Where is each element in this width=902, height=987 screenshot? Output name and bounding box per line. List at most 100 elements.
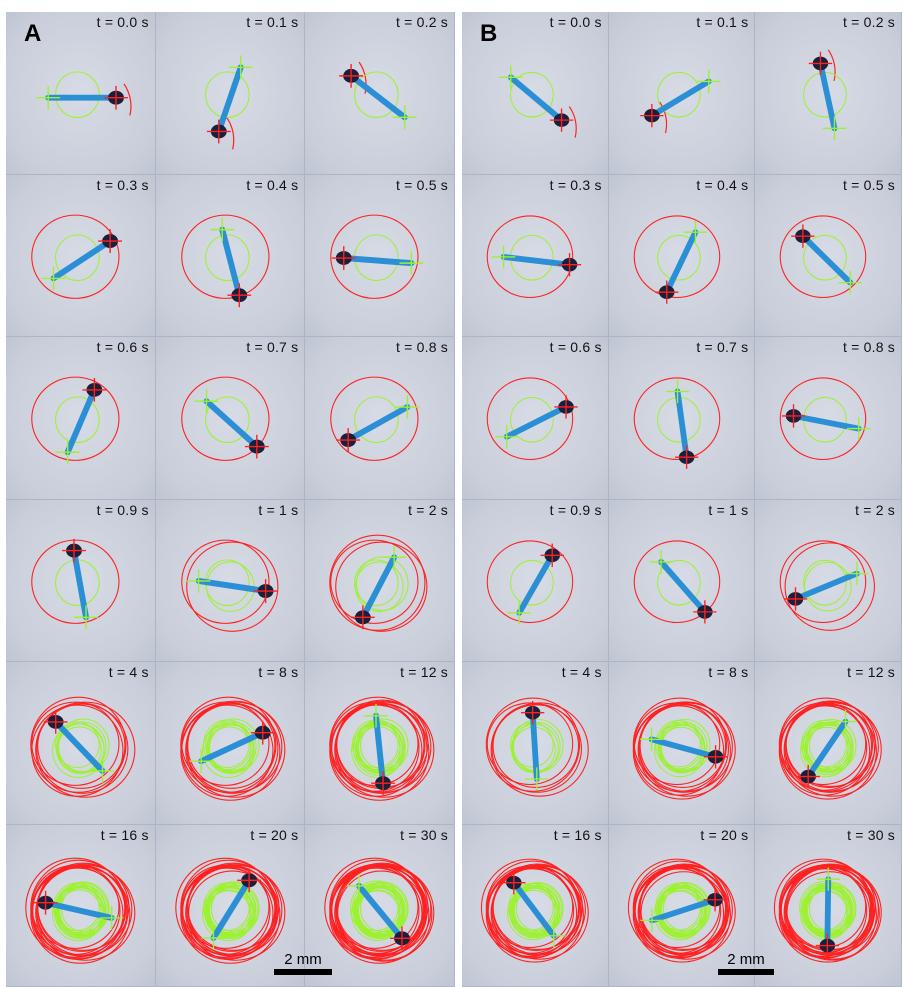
head-trace-loop: [180, 376, 270, 461]
head-trace-loop: [180, 864, 278, 959]
frame-cell: t = 30 s: [305, 824, 455, 987]
head-trace-loop: [486, 214, 574, 298]
head-trace-loop: [487, 866, 575, 954]
scale-bar-line-b: [718, 969, 774, 975]
frame-drawing: [774, 858, 883, 963]
head-trace-loop: [331, 863, 424, 954]
frame-cell: t = 0.4 s: [155, 174, 306, 337]
frame-time-label: t = 0.9 s: [549, 501, 602, 518]
head-marker-cross: [336, 428, 361, 452]
panel-a: t = 0.0 s t = 0.1 s t = 0.2 s t = 0.3 s t = …: [6, 12, 455, 987]
flagellum-body: [510, 879, 557, 939]
flagellum-body: [356, 882, 406, 941]
tail-trace-loop: [510, 559, 554, 606]
frame-time-label: t = 0.3 s: [96, 176, 149, 193]
head-trace-loop: [638, 863, 733, 955]
head-marker-cross: [703, 887, 727, 911]
head-marker-cross: [351, 604, 376, 629]
head-trace-loop: [779, 703, 878, 800]
frame-cell: t = 12 s: [305, 662, 455, 825]
tail-marker-cross: [838, 270, 863, 294]
frame-cell: t = 0.1 s: [608, 12, 756, 175]
frame-cell: t = 0.3 s: [462, 174, 609, 337]
frame-drawing: [780, 377, 871, 461]
frame-time-label: t = 8 s: [258, 664, 299, 680]
frame-cell: t = 8 s: [155, 662, 306, 825]
flagellum-body: [648, 736, 719, 760]
head-trace-loop: [324, 857, 425, 958]
frame-time-label: t = 20 s: [700, 826, 749, 843]
tail-trace-loop: [510, 396, 554, 443]
tail-trace-loop: [656, 71, 701, 118]
flagellum-body: [529, 709, 540, 782]
head-marker-cross: [227, 282, 251, 307]
tail-trace-loop: [52, 723, 105, 778]
frame-cell: t = 0.4 s: [608, 174, 756, 337]
frame-time-label: t = 0.8 s: [396, 339, 448, 355]
tail-trace-loop: [510, 71, 554, 118]
frame-drawing: [339, 61, 417, 130]
frame-time-label: t = 0.1 s: [246, 14, 299, 30]
tail-trace-loop: [354, 558, 399, 606]
flagellum-body: [71, 547, 90, 620]
tail-marker-cross: [393, 105, 417, 130]
frame-drawing: [779, 697, 883, 800]
frame-cell: t = 0.0 s: [6, 12, 156, 175]
head-marker-cross: [782, 404, 806, 428]
frame-time-label: t = 0.5 s: [396, 176, 448, 193]
flagellum-body: [203, 398, 260, 450]
flagellum-body: [516, 551, 556, 616]
frame-time-label: t = 30 s: [400, 826, 448, 843]
frame-time-label: t = 0.0 s: [96, 14, 149, 30]
tail-trace-loop: [204, 886, 254, 938]
flagellum-body: [657, 558, 708, 615]
tail-marker-cross: [507, 600, 531, 625]
tail-marker-cross: [639, 727, 663, 751]
panel-label-a: A: [24, 20, 42, 47]
panel-label-b: B: [480, 20, 498, 47]
head-trace-loop: [785, 700, 877, 787]
tail-marker-cross: [210, 217, 234, 242]
frame-time-label: t = 0.6 s: [549, 339, 602, 355]
tail-marker-cross: [347, 873, 372, 898]
tail-trace-loop: [659, 721, 708, 772]
frame-time-label: t = 0.4 s: [246, 176, 299, 193]
head-trace-arc: [568, 106, 577, 138]
frame-drawing: [25, 857, 136, 964]
frame-drawing: [180, 539, 279, 632]
tail-trace-loop: [353, 883, 406, 939]
head-trace-loop: [187, 870, 277, 955]
tail-marker-cross: [228, 55, 253, 80]
tail-marker-cross: [683, 220, 707, 244]
frame-cell: t = 4 s: [462, 662, 609, 825]
head-marker-cross: [371, 771, 396, 796]
tail-trace-loop: [201, 723, 255, 778]
tail-trace-loop: [653, 723, 706, 778]
frame-cell: t = 8 s: [608, 662, 756, 825]
tail-trace-loop: [55, 396, 100, 444]
tail-trace-loop: [202, 719, 252, 771]
tail-marker-cross: [55, 440, 80, 465]
tail-marker-cross: [845, 561, 869, 585]
frame-time-label: t = 0.7 s: [696, 339, 749, 355]
head-trace-loop: [638, 701, 733, 792]
frame-drawing: [633, 539, 720, 624]
flagellum-body: [50, 237, 114, 281]
head-trace-loop: [35, 701, 136, 798]
head-trace-loop: [185, 700, 283, 793]
tail-trace-loop: [355, 560, 404, 612]
tail-trace-loop: [655, 884, 708, 938]
head-trace-loop: [30, 865, 131, 964]
frame-cell: t = 0.7 s: [608, 337, 756, 500]
head-trace-loop: [492, 703, 580, 788]
head-trace-loop: [627, 858, 726, 957]
tail-marker-cross: [90, 759, 115, 783]
tail-trace-loop: [204, 396, 250, 444]
head-trace-loop: [640, 870, 727, 954]
head-marker-cross: [502, 870, 526, 894]
frame-cell: t = 12 s: [755, 662, 902, 825]
head-trace-arc: [658, 101, 667, 134]
head-trace-loop: [780, 214, 867, 298]
flagellum-body: [360, 553, 398, 620]
tail-marker-cross: [816, 866, 841, 891]
